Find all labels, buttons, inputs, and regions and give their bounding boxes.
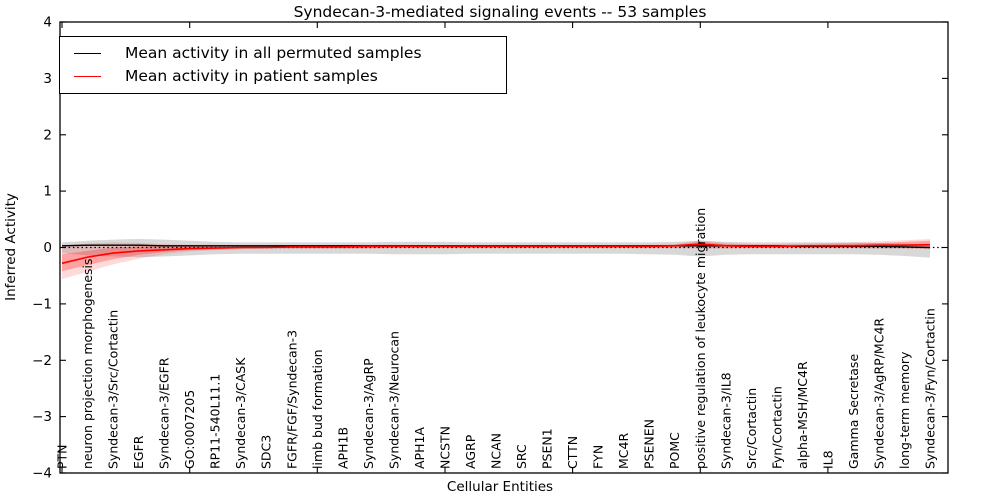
category-label: limb bud formation (310, 349, 325, 469)
category-label: Syndecan-3/Neurocan (386, 331, 401, 469)
category-label: Syndecan-3/CASK (233, 357, 248, 469)
category-label: FGFR/FGF/Syndecan-3 (284, 330, 299, 469)
patient-mean-line (61, 243, 931, 265)
category-label: CTTN (565, 436, 580, 469)
category-label: Syndecan-3/EGFR (157, 357, 172, 469)
category-label: AGRP (463, 434, 478, 469)
category-label: Syndecan-3/Src/Cortactin (106, 310, 121, 469)
y-tick-label: −2 (32, 353, 52, 369)
x-axis-label: Cellular Entities (446, 479, 554, 495)
category-label: neuron projection morphogenesis (80, 258, 95, 469)
permuted-line-swatch (74, 52, 101, 55)
category-label: NCAN (489, 433, 504, 469)
category-label: NCSTN (438, 426, 453, 469)
category-label: RP11-540L11.1 (208, 374, 223, 469)
category-label: SDC3 (259, 435, 274, 469)
category-label: Syndecan-3/IL8 (718, 372, 733, 469)
category-label: IL8 (820, 450, 835, 469)
category-label: PTN (55, 444, 70, 469)
category-label: alpha-MSH/MC4R (795, 361, 810, 469)
patient-line-swatch (74, 75, 101, 78)
y-tick-label: 2 (43, 127, 52, 143)
y-tick-label: −3 (32, 409, 52, 425)
category-label: FYN (591, 445, 606, 469)
category-label: MC4R (616, 433, 631, 469)
legend-label: Mean activity in patient samples (125, 66, 378, 85)
category-label: Syndecan-3/Fyn/Cortactin (923, 308, 938, 469)
category-label: PSENEN (642, 419, 657, 469)
category-label: APH1B (335, 427, 350, 469)
category-label: EGFR (131, 435, 146, 469)
category-label: Syndecan-3/AgRP/MC4R (872, 318, 887, 469)
y-tick-label: −4 (32, 466, 52, 482)
category-label: APH1A (412, 427, 427, 469)
y-tick-label: 1 (43, 184, 52, 200)
legend-entry-permuted: Mean activity in all permuted samples (74, 43, 506, 62)
category-label: positive regulation of leukocyte migrati… (693, 208, 708, 469)
chart-title: Syndecan-3-mediated signaling events -- … (293, 3, 707, 21)
y-tick-label: −1 (32, 296, 52, 312)
legend-label: Mean activity in all permuted samples (125, 43, 422, 62)
category-label: Src/Cortactin (744, 388, 759, 469)
y-tick-label: 0 (43, 240, 52, 256)
y-tick-label: 3 (43, 71, 52, 87)
legend: Mean activity in all permuted samples Me… (59, 36, 507, 94)
category-label: SRC (514, 444, 529, 469)
category-label: Syndecan-3/AgRP (361, 358, 376, 469)
category-label: POMC (667, 432, 682, 469)
category-label: Gamma Secretase (846, 354, 861, 469)
category-label: PSEN1 (540, 428, 555, 469)
category-label: Fyn/Cortactin (769, 386, 784, 469)
category-label: long-term memory (897, 351, 912, 469)
legend-entry-patient: Mean activity in patient samples (74, 66, 506, 85)
permuted-samples-range (62, 239, 930, 258)
category-label: GO:0007205 (182, 390, 197, 469)
y-tick-label: 4 (43, 15, 52, 31)
